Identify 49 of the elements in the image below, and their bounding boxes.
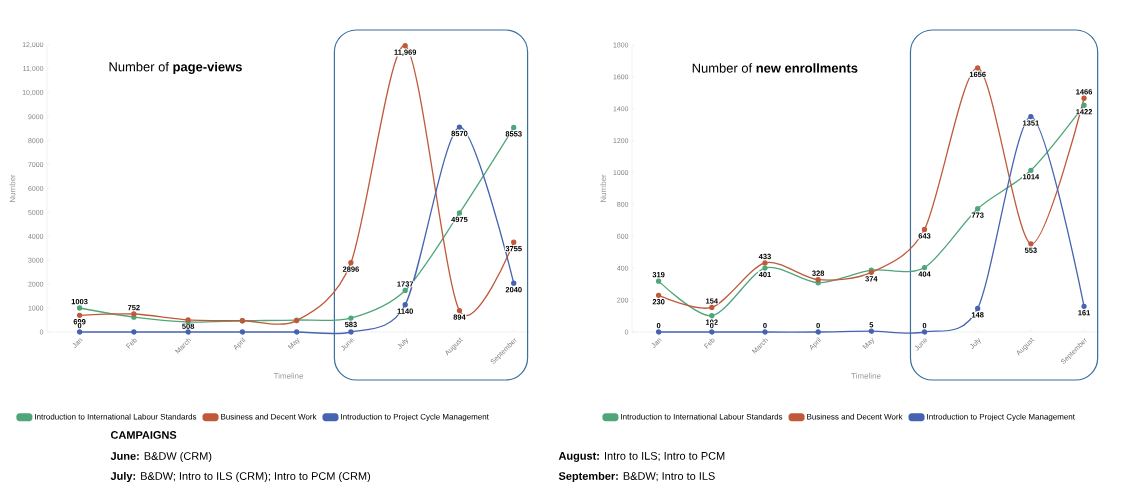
point: [1081, 303, 1087, 309]
point: [511, 124, 517, 131]
point: [1028, 167, 1034, 173]
point: [402, 287, 408, 294]
text: September: B&DW; Intro to ILS: [558, 471, 715, 483]
point: [348, 260, 354, 266]
point: [921, 226, 928, 233]
point: [709, 313, 715, 319]
point: [815, 329, 821, 335]
point: [762, 265, 768, 271]
text: CAMPAIGNS: [110, 431, 177, 439]
point: [1081, 95, 1087, 101]
point: [239, 329, 246, 335]
point: [762, 260, 768, 266]
point: [348, 315, 354, 321]
point: [655, 329, 662, 335]
text: July: B&DW; Intro to ILS (CRM); Intro to PCM (CRM): [110, 471, 371, 483]
point: [402, 43, 408, 49]
point: [294, 329, 300, 335]
point: [762, 329, 768, 335]
point: [1081, 102, 1087, 108]
point: [402, 302, 408, 308]
text: Number of new enrollments: [692, 63, 858, 73]
point: [131, 329, 137, 335]
point: [655, 278, 662, 284]
point: [655, 292, 662, 298]
text: June: B&DW (CRM): [110, 451, 212, 463]
point: [511, 280, 517, 286]
point: [1028, 241, 1034, 247]
point: [348, 329, 354, 335]
point: [456, 124, 463, 130]
point: [511, 239, 517, 245]
point: [975, 305, 981, 312]
point: [76, 312, 83, 318]
point: [456, 210, 463, 216]
point: [709, 304, 715, 311]
point: [975, 206, 981, 212]
point: [185, 329, 191, 335]
text: Number of page-views: [109, 61, 242, 75]
point: [456, 307, 463, 314]
point: [76, 305, 83, 311]
text: August: Intro to ILS; Intro to PCM: [558, 452, 725, 462]
point: [709, 329, 715, 335]
point: [76, 329, 83, 335]
point: [921, 264, 928, 271]
point: [975, 65, 981, 71]
point: [1028, 113, 1034, 120]
point: [921, 329, 928, 335]
point: [868, 328, 874, 334]
